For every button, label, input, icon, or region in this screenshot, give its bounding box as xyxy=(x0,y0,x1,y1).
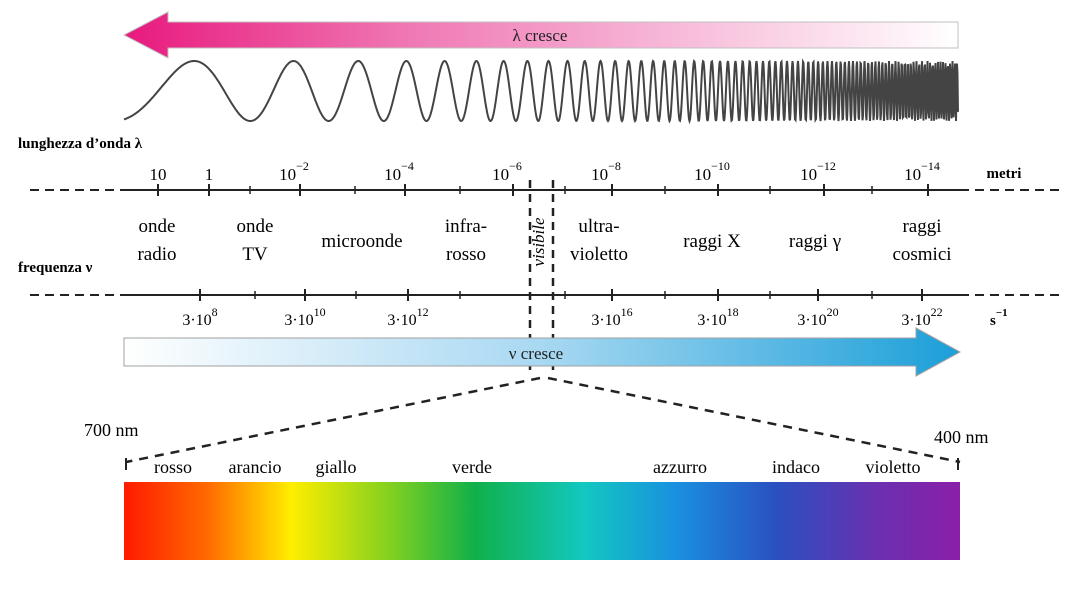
frequency-unit: s−1 xyxy=(990,307,1008,329)
wavelength-tick-label: 10−10 xyxy=(694,159,730,184)
wavelength-tick-label: 10−8 xyxy=(591,159,621,184)
frequency-tick-label: 3·1022 xyxy=(901,305,942,329)
wavelength-tick-label: 10−4 xyxy=(384,159,414,184)
color-name-indaco: indaco xyxy=(772,457,820,477)
region-label-line2: violetto xyxy=(570,244,628,265)
frequency-tick-label: 3·108 xyxy=(182,305,217,329)
region-label-line1: infra- xyxy=(445,216,487,237)
wavelength-tick-label: 1 xyxy=(205,165,214,184)
region-label-line2: rosso xyxy=(446,244,486,265)
wavelength-unit: metri xyxy=(987,166,1022,182)
frequency-tick-label: 3·1018 xyxy=(697,305,738,329)
wavelength-increase-label: λ cresce xyxy=(513,26,568,45)
region-label: raggi X xyxy=(683,231,741,252)
wavelength-700nm-label: 700 nm xyxy=(84,420,139,440)
frequency-ticks: 3·108 3·1010 3·1012 3·1016 3·1018 3·1020 3·102… xyxy=(182,186,942,329)
visible-expansion-lines xyxy=(126,378,960,462)
wavelength-tick-label: 10−6 xyxy=(492,159,522,184)
wavelength-tick-label: 10−2 xyxy=(279,159,309,184)
region-label: microonde xyxy=(321,231,402,252)
wavelength-tick-label: 10−14 xyxy=(904,159,940,184)
frequency-tick-label: 3·1016 xyxy=(591,305,632,329)
frequency-tick-label: 3·1012 xyxy=(387,305,428,329)
frequency-tick-label: 3·1010 xyxy=(284,305,325,329)
region-label-line1: ultra- xyxy=(578,216,619,237)
color-name-verde: verde xyxy=(452,457,492,477)
color-name-azzurro: azzurro xyxy=(653,457,707,477)
wavelength-increase-arrow: λ cresce xyxy=(124,12,958,58)
color-name-arancio: arancio xyxy=(229,457,282,477)
wavelength-400nm-label: 400 nm xyxy=(934,427,989,447)
wavelength-axis-label: lunghezza d’onda λ xyxy=(18,136,143,152)
wavelength-tick-label: 10−12 xyxy=(800,159,836,184)
region-label-line1: onde xyxy=(237,216,274,237)
spectrum-regions: onde radio onde TV microonde infra-rosso visib… xyxy=(137,216,951,267)
color-name-violetto: violetto xyxy=(866,457,921,477)
region-label-line2: radio xyxy=(137,244,176,265)
frequency-increase-label: ν cresce xyxy=(509,344,563,363)
region-label: raggi γ xyxy=(789,231,841,252)
visible-spectrum-bar xyxy=(124,482,960,560)
region-label-line2: cosmici xyxy=(892,244,951,265)
visible-color-names: rosso arancio giallo verde azzurro indaco viol… xyxy=(126,457,958,477)
frequency-tick-label: 3·1020 xyxy=(797,305,838,329)
region-label-line2: TV xyxy=(242,244,268,265)
region-label-visibile: visibile xyxy=(529,217,548,267)
region-label-line1: onde xyxy=(139,216,176,237)
region-label-line1: raggi xyxy=(902,216,941,237)
color-name-giallo: giallo xyxy=(316,457,357,477)
wavelength-tick-label: 10 xyxy=(150,165,167,184)
color-name-rosso: rosso xyxy=(154,457,192,477)
frequency-increase-arrow: ν cresce xyxy=(124,328,960,376)
frequency-axis-label: frequenza ν xyxy=(18,260,93,276)
wave-line xyxy=(124,61,958,121)
